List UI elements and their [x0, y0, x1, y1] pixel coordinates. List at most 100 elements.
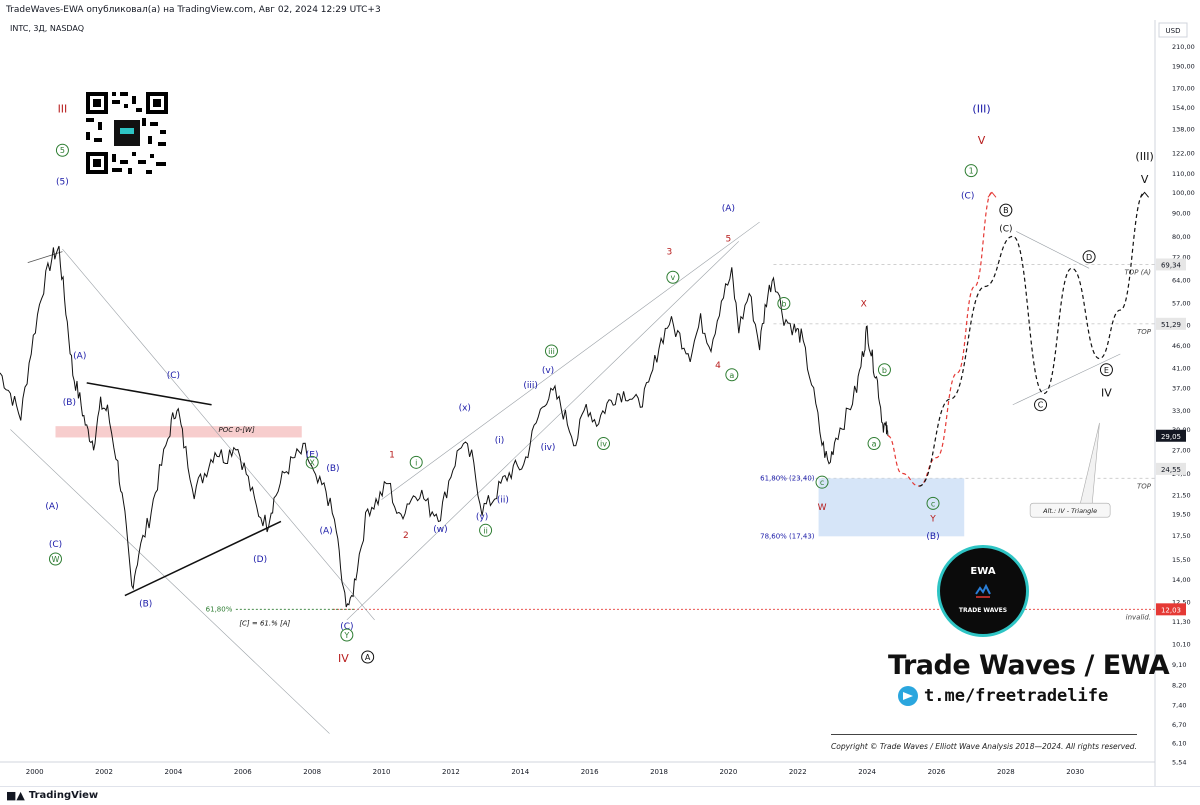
wave-label: Y: [929, 514, 936, 524]
level-label: TOP (A): [1125, 268, 1152, 276]
y-tick-label: 15,50: [1172, 556, 1191, 564]
price-tag-label: 29,05: [1161, 433, 1181, 441]
badge-title: EWA: [970, 566, 996, 577]
wave-label: iii: [548, 347, 555, 356]
wave-label-circle: [361, 650, 375, 664]
y-tick-label: 17,50: [1172, 532, 1191, 540]
wave-label-circle: [1034, 398, 1048, 412]
level-label: TOP: [1137, 482, 1152, 490]
wave-label: B: [1003, 206, 1009, 215]
wave-label: X: [861, 300, 867, 310]
wave-label: X: [309, 458, 315, 467]
wave-logo-icon: [975, 583, 991, 598]
y-tick-label: 33,00: [1172, 407, 1191, 415]
y-tick-label: 122,00: [1172, 150, 1195, 158]
wave-label: (A): [73, 352, 86, 362]
y-tick-label: 57,00: [1172, 300, 1191, 308]
wave-label: W: [52, 555, 60, 564]
wave-label: (v): [542, 366, 554, 376]
wave-label-circle: [55, 143, 69, 157]
triangle-lower-line: [124, 520, 282, 597]
wave-label: (E): [306, 451, 319, 461]
x-tick-label: 2002: [95, 768, 113, 776]
alt-note-text: Alt.: IV - Triangle: [1042, 507, 1097, 515]
fib-lower-note: [C] = 61.% [A]: [239, 619, 290, 627]
wave-label: E: [1104, 366, 1109, 375]
price-tag-box: [1156, 258, 1186, 271]
telegram-link[interactable]: t.me/freetradelife: [898, 686, 1108, 706]
y-tick-label: 80,00: [1172, 233, 1191, 241]
fib-zone: [818, 478, 965, 537]
telegram-handle[interactable]: t.me/freetradelife: [924, 686, 1109, 706]
wave-label: (B): [326, 464, 339, 474]
wave-label-circle: [479, 523, 493, 537]
wave-label-circle: [666, 270, 680, 284]
wave-label: a: [729, 371, 734, 380]
tradingview-logo-icon: ■▲: [6, 789, 25, 802]
price-axis[interactable]: USD 5,54 6,10 6,70 7,40 8,20 9,10 10,10 11,30 12,…: [1154, 20, 1200, 786]
y-tick-label: 210,00: [1172, 43, 1195, 51]
wave-label: A: [365, 653, 371, 662]
alt-triangle-lower: [1012, 353, 1121, 406]
wave-label: v: [671, 273, 676, 282]
time-axis[interactable]: 2000 2002 2004 2006 2008 2010 2012 2014 2016 2018…: [0, 761, 1155, 776]
x-tick-label: 2008: [303, 768, 321, 776]
y-tick-label: 12,50: [1172, 598, 1191, 606]
wave-label: iv: [600, 440, 607, 449]
wave-label: V: [1141, 173, 1149, 186]
copyright-divider: [831, 734, 1137, 735]
wave-label: (III): [972, 103, 990, 116]
price-tag-box: [1156, 603, 1186, 616]
channel-line-upper: [62, 248, 375, 621]
y-tick-label: 64,00: [1172, 277, 1191, 285]
tradingview-label: TradingView: [28, 790, 99, 801]
wave-label-circle: [597, 437, 611, 451]
wave-label: V: [978, 134, 986, 147]
badge-subtitle: TRADE WAVES: [958, 607, 1008, 614]
x-tick-label: 2006: [234, 768, 252, 776]
brand-title: Trade Waves / EWA: [888, 650, 1170, 681]
fib-zone-bottom-label: 78,60% (17,43): [760, 532, 815, 540]
price-tag-box: [1156, 429, 1186, 442]
price-layer: [0, 245, 889, 608]
wave-label: c: [820, 478, 824, 487]
wave-label-circle: [725, 368, 739, 382]
channel-line-lower: [10, 429, 330, 734]
wave-label: (C): [999, 224, 1012, 234]
wave-label-circle: [340, 628, 354, 642]
y-tick-label: 72,00: [1172, 254, 1191, 262]
wave-label-circle: [777, 297, 791, 311]
y-tick-label: 138,00: [1172, 125, 1195, 133]
symbol-legend[interactable]: INTC, 3Д, NASDAQ: [10, 24, 85, 33]
footer-bar: ■▲ TradingView: [0, 786, 1200, 805]
wave-label-circle: [815, 475, 829, 489]
alt-note-box: [1029, 502, 1111, 518]
qr-code-image: [82, 88, 172, 178]
y-tick-label: 110,00: [1172, 170, 1195, 178]
y-tick-label: 19,50: [1172, 511, 1191, 519]
y-tick-label: 5,54: [1172, 759, 1186, 767]
poc-label: POC 0-[W]: [219, 426, 255, 434]
tradingview-logo[interactable]: ■▲ TradingView: [6, 789, 98, 802]
channel-line-rise: [346, 241, 739, 621]
wave-label: (B): [139, 600, 152, 610]
wave-label: (iv): [541, 443, 556, 453]
triangle-upper-line: [86, 382, 212, 406]
wave-label: (III): [1135, 150, 1153, 163]
fib-lower-label: 61,80%: [206, 605, 233, 613]
wave-label: a: [872, 440, 877, 449]
y-tick-label: 154,00: [1172, 104, 1195, 112]
x-tick-label: 2016: [581, 768, 599, 776]
wave-label: (A): [319, 526, 332, 536]
x-tick-label: 2018: [650, 768, 668, 776]
price-tag-label: 24,55: [1161, 466, 1181, 474]
ewa-badge-logo: EWA TRADE WAVES: [937, 545, 1029, 637]
y-tick-label: 7,40: [1172, 702, 1186, 710]
copyright-text: Copyright © Trade Waves / Elliott Wave A…: [831, 742, 1137, 751]
wave-label: C: [1038, 401, 1044, 410]
level-label: TOP: [1137, 328, 1152, 336]
wave-label: 5: [60, 146, 65, 155]
wave-label-circle: [1099, 363, 1113, 377]
